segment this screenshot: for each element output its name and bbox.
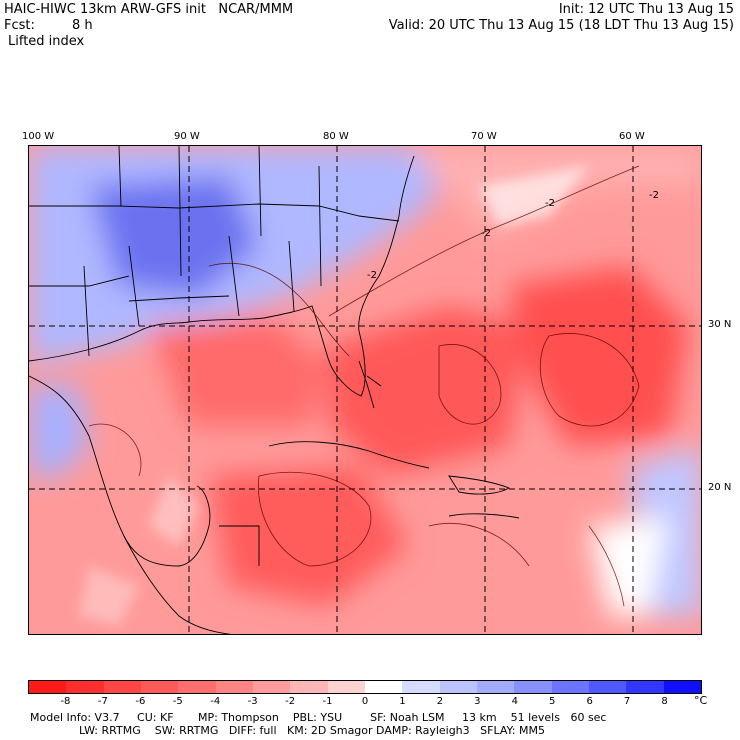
color-bar-swatch — [551, 681, 589, 693]
lon-label-90w: 90 W — [174, 131, 200, 142]
color-bar — [28, 680, 702, 694]
color-bar-tick-label: -7 — [97, 696, 108, 707]
header-field: Lifted index — [8, 34, 85, 49]
color-bar-tick-label: 4 — [511, 696, 518, 707]
color-bar-swatch — [29, 681, 67, 693]
model-info-line2: LW: RRTMG SW: RRTMG DIFF: full KM: 2D Sm… — [30, 724, 545, 737]
lon-label-80w: 80 W — [323, 131, 349, 142]
color-bar-swatch — [402, 681, 440, 693]
color-bar-swatch — [476, 681, 515, 693]
color-bar-tick-label: 0 — [361, 696, 369, 707]
color-bar-tick-label: -1 — [322, 696, 333, 707]
color-bar-swatch — [663, 681, 701, 693]
header-valid: Valid: 20 UTC Thu 13 Aug 15 (18 LDT Thu … — [388, 18, 734, 33]
color-bar-swatch — [364, 681, 403, 693]
color-bar-tick-label: 7 — [623, 696, 631, 707]
contour-label: -2 — [481, 228, 491, 239]
color-bar-swatch — [178, 681, 216, 693]
color-bar-swatch — [439, 681, 477, 693]
color-bar-swatch — [626, 681, 664, 693]
color-bar-tick-label: 6 — [586, 696, 593, 707]
color-bar-tick-label: 8 — [661, 696, 668, 707]
color-bar-tick-label: -4 — [210, 696, 221, 707]
color-bar-tick-label: 5 — [549, 696, 556, 707]
color-bar-tick-label: -3 — [247, 696, 258, 707]
color-bar-tick-label: -2 — [285, 696, 296, 707]
color-bar-swatch — [252, 681, 291, 693]
color-bar-tick-label: -6 — [135, 696, 146, 707]
lon-label-100w: 100 W — [22, 131, 55, 142]
color-bar-swatch — [588, 681, 627, 693]
color-bar-swatch — [290, 681, 328, 693]
color-bar-swatch — [215, 681, 253, 693]
color-bar-swatch — [327, 681, 365, 693]
header-fcst-label: Fcst: — [4, 18, 35, 33]
lat-label-30n: 30 N — [708, 319, 732, 330]
color-bar-tick-label: 1 — [399, 696, 406, 707]
color-bar-labels: -8 -7 -6 -5 -4 -3 -2 -1 0 1 2 3 4 5 6 7 8 — [28, 696, 702, 708]
color-bar-swatch — [66, 681, 104, 693]
color-bar-tick-label: 2 — [436, 696, 444, 707]
header-init: Init: 12 UTC Thu 13 Aug 15 — [558, 2, 734, 17]
color-bar-tick-label: 3 — [474, 696, 481, 707]
color-bar-tick-label: -5 — [172, 696, 183, 707]
color-bar-swatch — [103, 681, 141, 693]
color-bar-swatch — [140, 681, 179, 693]
lifted-index-map: -2 -2 -2 -2 — [28, 145, 702, 635]
color-bar-unit: °C — [694, 694, 708, 707]
lat-label-20n: 20 N — [708, 482, 732, 493]
contour-label: -2 — [649, 190, 659, 201]
lon-label-70w: 70 W — [471, 131, 497, 142]
color-bar-swatch — [514, 681, 552, 693]
contour-label: -2 — [545, 198, 555, 209]
model-info-line1: Model Info: V3.7 CU: KF MP: Thompson PBL… — [30, 711, 607, 724]
lon-label-60w: 60 W — [619, 131, 645, 142]
color-bar-tick-label: -8 — [60, 696, 71, 707]
contour-label: -2 — [367, 270, 377, 281]
header-fcst-value: 8 h — [72, 18, 93, 33]
header-title: HAIC-HIWC 13km ARW-GFS init NCAR/MMM — [4, 2, 294, 17]
map-canvas: -2 -2 -2 -2 — [29, 146, 701, 634]
